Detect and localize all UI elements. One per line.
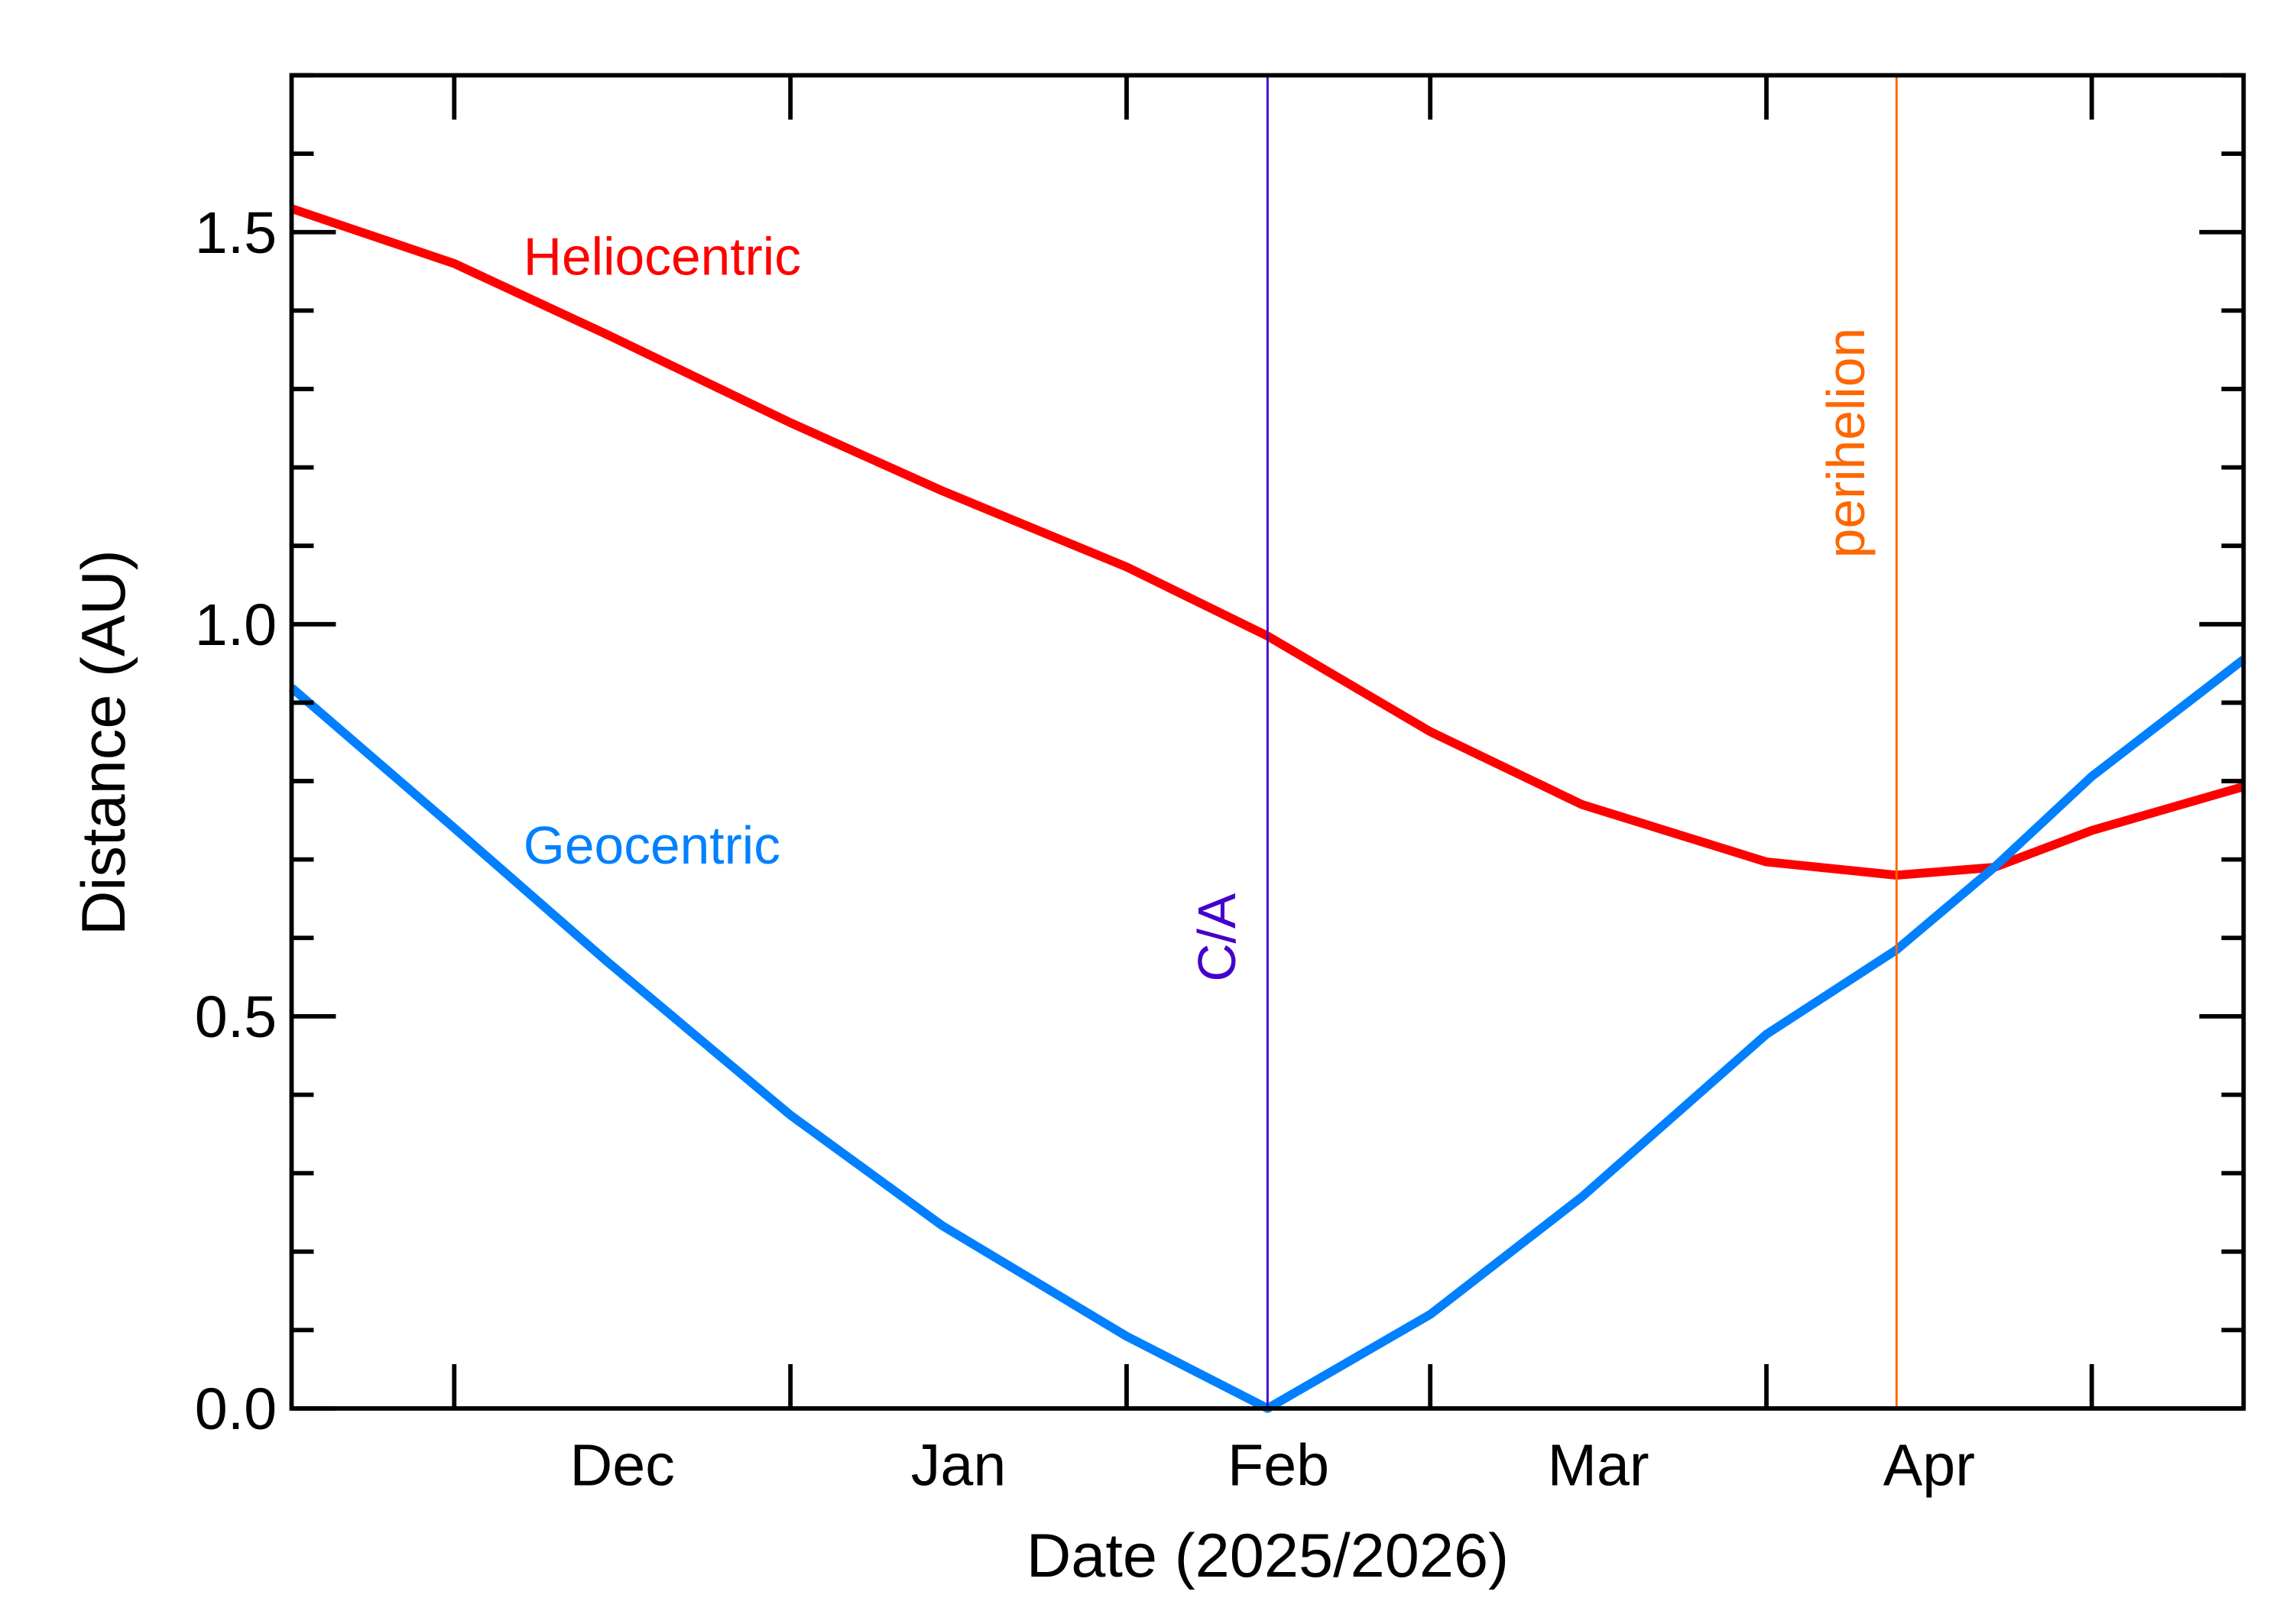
x-tick-label: Feb (1228, 1432, 1329, 1498)
series-line-geocentric (288, 656, 2246, 1413)
series-line-heliocentric (290, 204, 2245, 880)
y-tick-label: 1.5 (195, 200, 277, 266)
y-tick-label: 0.0 (195, 1376, 277, 1442)
x-tick-label: Jan (911, 1432, 1007, 1498)
annotation-label-perihelion: perihelion (1816, 328, 1876, 559)
annotation-label-ca: C/A (1187, 893, 1247, 982)
x-tick-label: Apr (1883, 1432, 1975, 1498)
series-label-heliocentric: Heliocentric (524, 226, 801, 286)
y-tick-label: 0.5 (195, 984, 277, 1050)
plot-frame (289, 73, 2246, 1411)
y-tick-label: 1.0 (195, 592, 277, 658)
y-axis-title: Distance (AU) (70, 549, 138, 935)
x-tick-label: Dec (570, 1432, 675, 1498)
x-axis-title: Date (2025/2026) (1026, 1522, 1509, 1590)
x-tick-label: Mar (1548, 1432, 1649, 1498)
series-label-geocentric: Geocentric (524, 815, 780, 875)
